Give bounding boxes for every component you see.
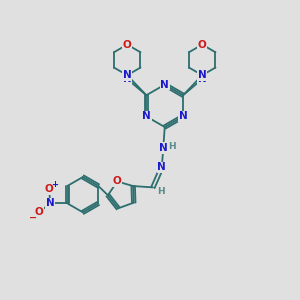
Text: N: N [198, 74, 207, 84]
Text: O: O [198, 40, 207, 50]
Text: O: O [123, 40, 132, 50]
Text: O: O [34, 207, 43, 217]
Text: O: O [113, 176, 122, 187]
Text: N: N [158, 162, 166, 172]
Text: N: N [160, 80, 169, 90]
Text: N: N [198, 70, 207, 80]
Text: +: + [51, 180, 58, 189]
Text: −: − [29, 213, 37, 223]
Text: N: N [179, 111, 188, 122]
Text: H: H [168, 142, 175, 151]
Text: O: O [45, 184, 54, 194]
Text: N: N [46, 199, 54, 208]
Text: N: N [123, 74, 132, 84]
Text: N: N [142, 111, 151, 122]
Text: H: H [158, 187, 165, 196]
Text: N: N [159, 143, 168, 153]
Text: N: N [123, 70, 132, 80]
